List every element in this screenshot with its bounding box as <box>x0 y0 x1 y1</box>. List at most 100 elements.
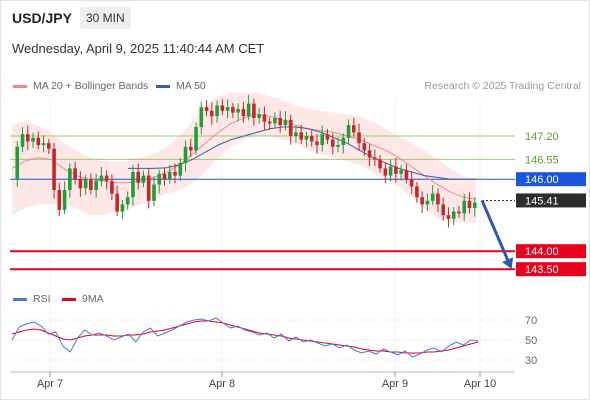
candle-body <box>241 109 246 117</box>
rsi-swatch <box>13 297 27 301</box>
candle-body <box>252 103 256 118</box>
legend-rsi: RSI <box>13 293 51 305</box>
candle-body <box>446 215 451 219</box>
candle-body <box>283 119 288 126</box>
candle-body <box>388 166 393 176</box>
candle-body <box>110 181 114 194</box>
candle-body <box>231 107 235 113</box>
candle-body <box>467 200 472 208</box>
candle-body <box>378 159 382 169</box>
candle-body <box>157 173 162 185</box>
candle-body <box>430 193 435 201</box>
candle-body <box>131 172 135 198</box>
candle-body <box>173 172 177 176</box>
level-label-pivot: 146.00 <box>525 174 559 186</box>
price-levels <box>10 135 515 271</box>
candle-body <box>451 211 456 219</box>
candle-body <box>36 137 41 145</box>
candle-body <box>346 125 351 138</box>
bollinger-band <box>12 92 476 223</box>
x-axis: Apr 7 Apr 8 Apr 9 Apr 10 <box>10 371 515 390</box>
rsi-tick-label: 30 <box>525 355 537 367</box>
candle-body <box>199 107 204 127</box>
level-label-current: 145.41 <box>525 195 559 207</box>
candle-body <box>83 179 88 189</box>
candle-body <box>25 134 30 142</box>
rsi-ma-swatch <box>62 297 76 301</box>
rsi-tick-label: 70 <box>525 315 537 327</box>
candle-body <box>215 105 219 117</box>
candle-body <box>409 179 414 187</box>
candle-body <box>367 150 372 158</box>
ma20-swatch <box>13 84 27 88</box>
candle-body <box>457 211 461 214</box>
candle-body <box>188 146 193 151</box>
candle-body <box>15 146 20 180</box>
candle-body <box>341 137 346 145</box>
candle-body <box>136 172 141 183</box>
candle-body <box>183 146 188 163</box>
candle-body <box>351 125 356 133</box>
level-label-support: 144.00 <box>525 246 559 258</box>
candle-body <box>299 132 304 140</box>
ma50-swatch <box>156 84 170 88</box>
candle-body <box>20 134 25 147</box>
bollinger-band-fill <box>12 92 476 223</box>
candle-body <box>399 170 403 174</box>
candle-body <box>99 175 104 181</box>
legend-rsi-label: RSI <box>33 293 51 305</box>
candle-body <box>436 193 440 205</box>
arrow-shaft <box>480 199 512 266</box>
candle-body <box>373 157 377 160</box>
header-bar: USD/JPY 30 MIN <box>0 0 590 36</box>
candle-body <box>52 148 56 190</box>
candle-body <box>204 107 209 111</box>
candle-body <box>210 110 214 117</box>
candle-body <box>267 121 272 124</box>
candle-body <box>73 168 77 180</box>
level-tag-support <box>516 262 586 277</box>
candle-body <box>425 200 430 205</box>
legend-ma50: MA 50 <box>156 80 206 92</box>
arrow-head <box>502 257 514 269</box>
candle-body <box>441 204 445 216</box>
candle-body <box>115 193 119 212</box>
candle-body <box>120 204 125 212</box>
legend-ma20-label: MA 20 + Bollinger Bands <box>33 80 149 92</box>
candle-body <box>325 134 330 140</box>
x-tick-label: Apr 9 <box>382 378 408 390</box>
level-tag-support <box>516 244 586 259</box>
candle-body <box>257 114 261 118</box>
candle-body <box>288 119 293 136</box>
candle-body <box>220 105 225 111</box>
legend-ma20: MA 20 + Bollinger Bands <box>13 80 148 92</box>
candle-body <box>246 103 251 117</box>
candle-body <box>57 190 62 210</box>
datetime-label: Wednesday, April 9, 2025 11:40:44 AM CET <box>12 41 265 56</box>
candle-body <box>152 184 156 201</box>
legend-rsi-ma: 9MA <box>62 293 104 305</box>
candle-body <box>225 107 230 111</box>
level-tag-current <box>516 193 586 208</box>
candle-body <box>336 145 340 147</box>
candle-body <box>362 143 367 151</box>
candle-body <box>472 202 477 208</box>
level-label-resistance: 146.55 <box>525 154 559 166</box>
rsi-panel: 70 50 30 <box>11 315 537 367</box>
timeframe-badge[interactable]: 30 MIN <box>80 7 131 29</box>
candle-body <box>89 179 93 190</box>
candle-body <box>330 139 335 147</box>
candle-body <box>294 132 298 136</box>
candle-body <box>68 168 72 190</box>
source-credit: Research © 2025 Trading Central <box>424 80 581 92</box>
candle-body <box>178 163 183 176</box>
candle-body <box>320 134 325 145</box>
candle-body <box>194 127 198 151</box>
candle-body <box>383 168 388 176</box>
candle-body <box>162 173 167 180</box>
level-label-resistance: 147.20 <box>525 131 559 143</box>
candle-body <box>31 137 35 142</box>
candle-body <box>394 166 398 174</box>
candle-body <box>278 118 282 126</box>
